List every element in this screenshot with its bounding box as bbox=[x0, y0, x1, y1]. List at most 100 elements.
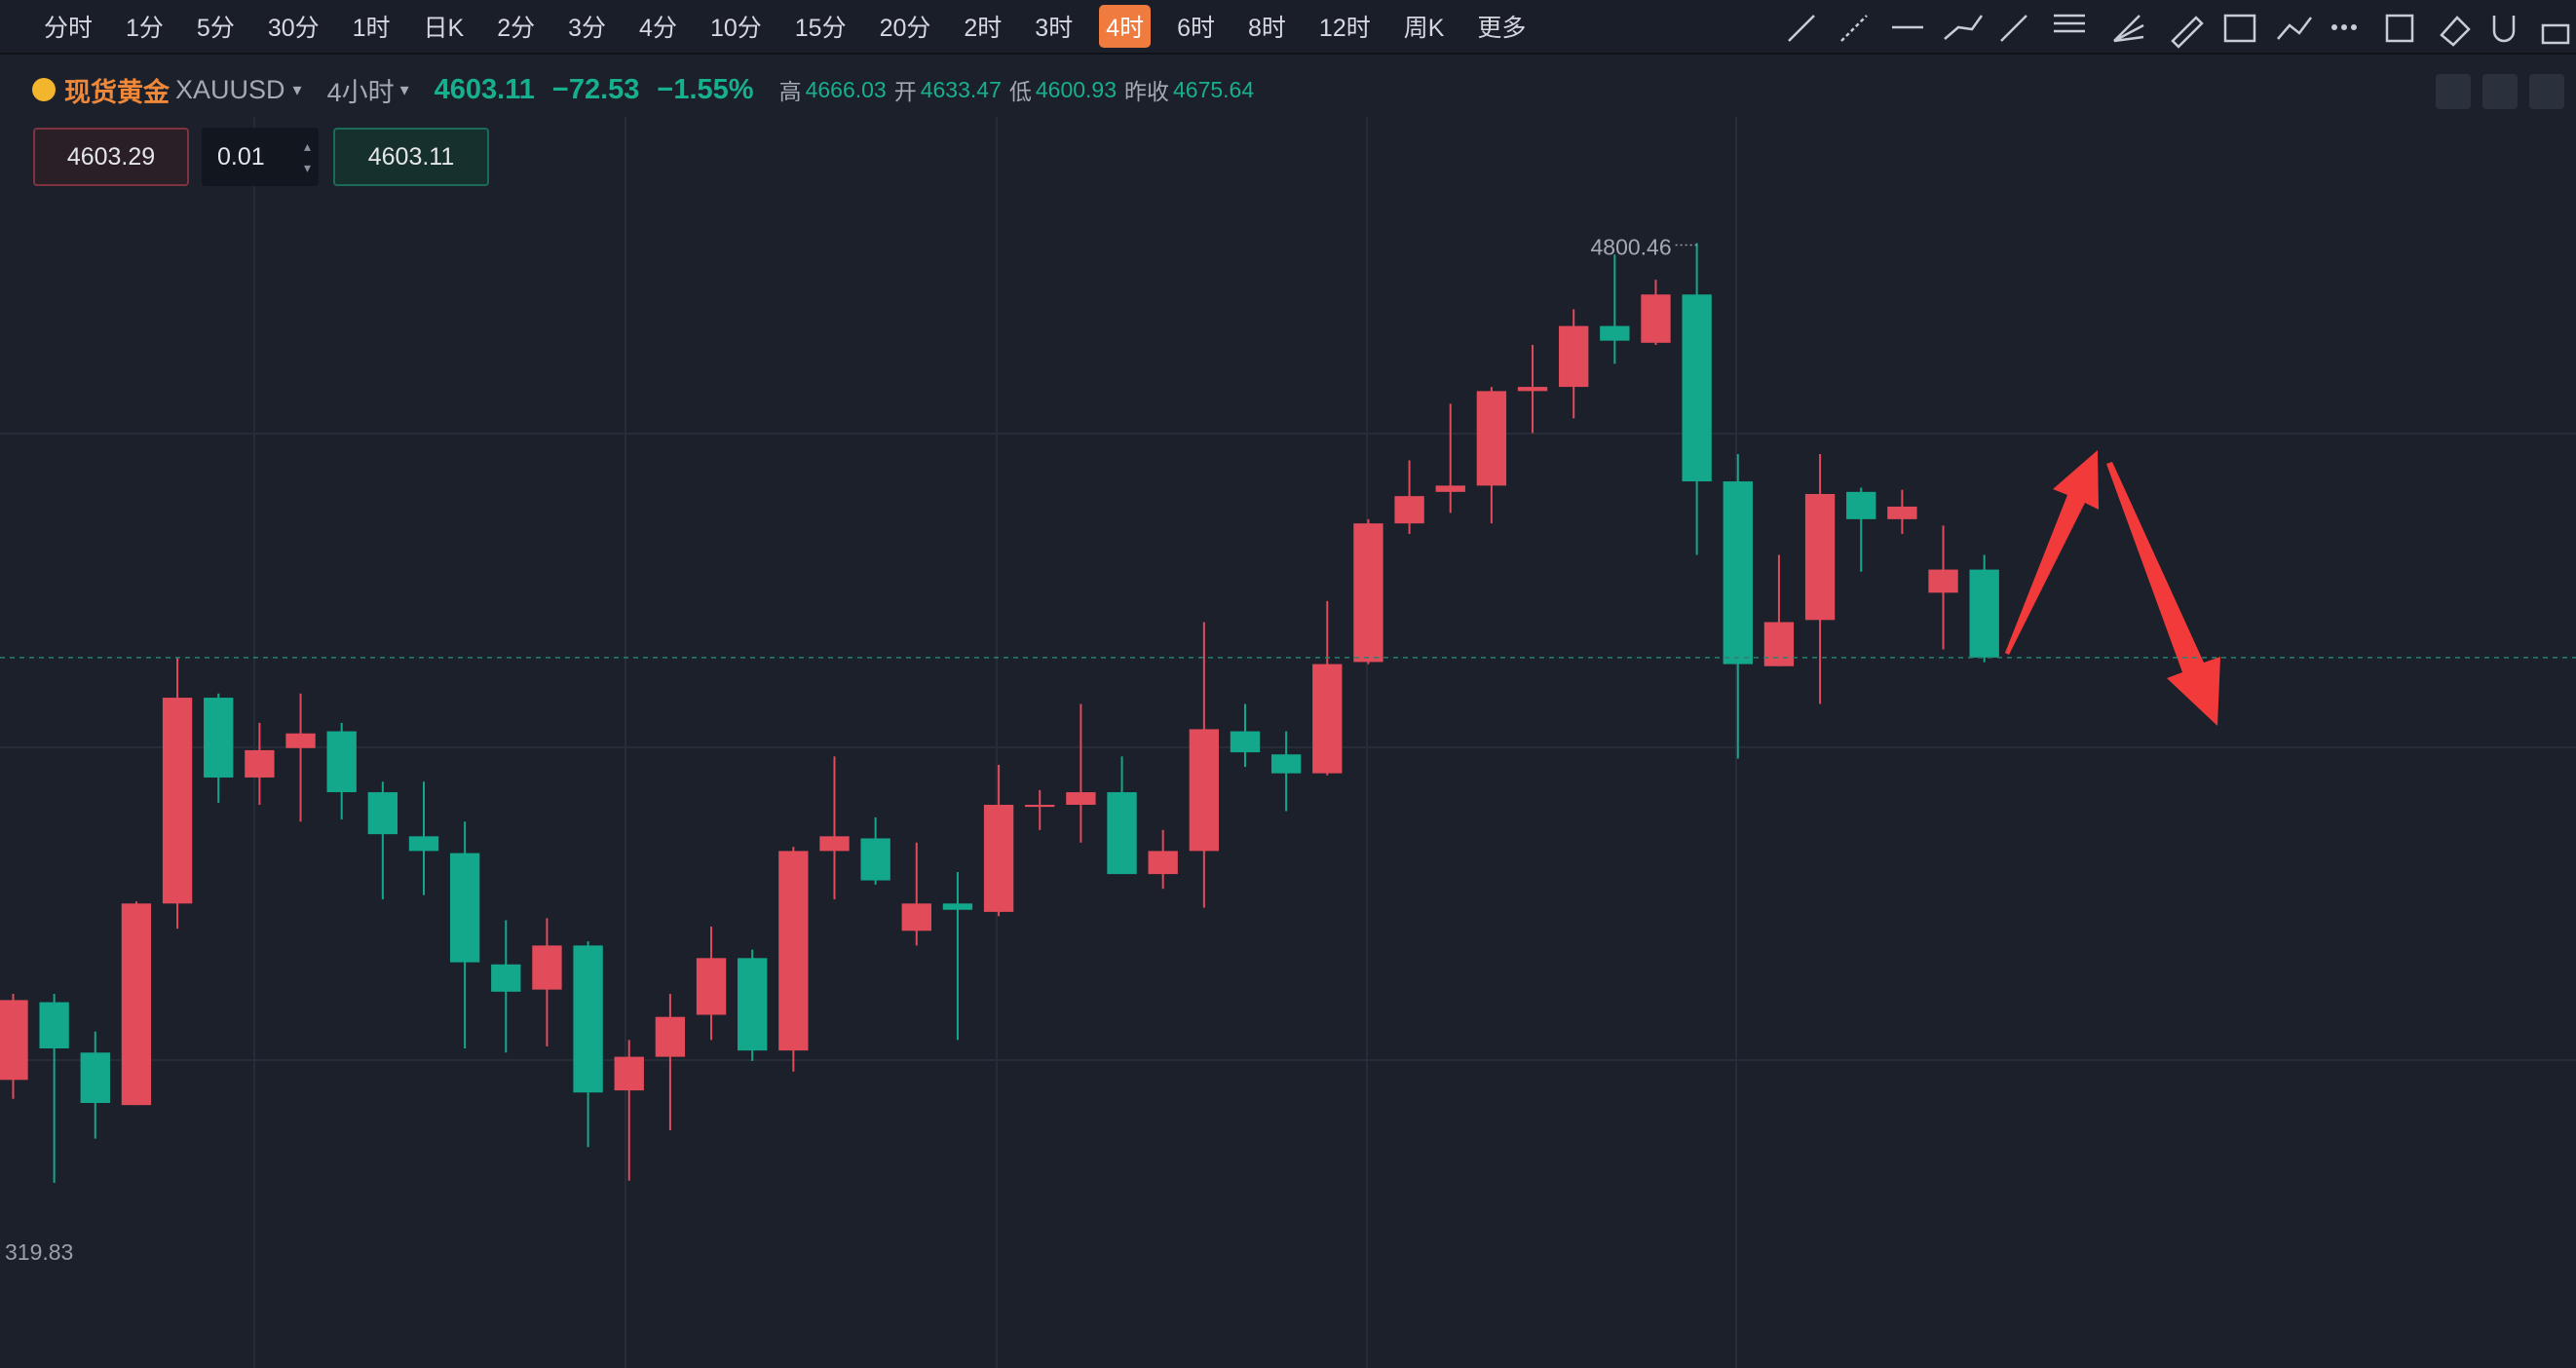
dropdown[interactable]: ▾ bbox=[292, 79, 302, 99]
tool-poly[interactable] bbox=[1944, 15, 1984, 40]
candle-body bbox=[285, 733, 316, 748]
change-pct: −1.55% bbox=[657, 73, 754, 105]
tool-image[interactable] bbox=[2223, 14, 2256, 43]
candle-body bbox=[1559, 325, 1589, 388]
stat-value: 4633.47 bbox=[920, 76, 1002, 102]
symbol-name: 现货黄金 bbox=[64, 77, 170, 107]
tool-channel[interactable] bbox=[2000, 15, 2027, 42]
timeframe[interactable]: 分时 bbox=[44, 15, 94, 42]
stat-value: 4675.64 bbox=[1173, 76, 1255, 102]
candle-body bbox=[1600, 325, 1630, 341]
candle-body bbox=[738, 958, 768, 1051]
timeframe[interactable]: 更多 bbox=[1477, 15, 1527, 42]
chart-tools bbox=[2436, 74, 2564, 109]
buy-button[interactable]: 4603.11 bbox=[333, 128, 489, 186]
timeframe[interactable]: 8时 bbox=[1248, 15, 1286, 42]
tool-magnet[interactable] bbox=[2492, 16, 2516, 43]
candle-body bbox=[655, 1016, 686, 1057]
symbol-code[interactable]: XAUUSD bbox=[175, 74, 285, 104]
tool-btn[interactable] bbox=[2482, 74, 2518, 109]
candle-body bbox=[449, 853, 480, 963]
candle-body bbox=[1312, 664, 1343, 774]
stat-label: 高 bbox=[778, 79, 802, 104]
tool-btn[interactable] bbox=[2529, 74, 2564, 109]
drawing-tools bbox=[1788, 14, 2570, 49]
stat-label: 低 bbox=[1008, 79, 1032, 104]
candle-body bbox=[162, 698, 193, 904]
candle-body bbox=[326, 731, 357, 793]
stat-label: 开 bbox=[893, 79, 917, 104]
timeframe[interactable]: 5分 bbox=[196, 15, 235, 42]
tool-btn[interactable] bbox=[2436, 74, 2471, 109]
arrow-up bbox=[2005, 450, 2099, 655]
candle-body bbox=[860, 838, 890, 881]
tool-line[interactable] bbox=[1788, 15, 1815, 42]
timeframe[interactable]: 6时 bbox=[1177, 15, 1216, 42]
toolbar: 分时 1分 5分 30分 1时 日K 2分 3分 4分 10分 15分 20分 2时 3时 4时 6时 8时 12… bbox=[0, 0, 2576, 55]
candle-body bbox=[1270, 754, 1302, 774]
timeframe[interactable]: 日K bbox=[423, 15, 465, 42]
timeframe[interactable]: 4分 bbox=[639, 15, 677, 42]
candle-body bbox=[1641, 294, 1671, 343]
candle-body bbox=[1928, 569, 1958, 593]
timeframe[interactable]: 30分 bbox=[267, 15, 320, 42]
candle-body bbox=[367, 792, 398, 835]
tool-more[interactable] bbox=[2331, 24, 2357, 30]
candle-body bbox=[1846, 491, 1876, 519]
qty-input[interactable]: 0.01 ▴ ▾ bbox=[202, 128, 319, 186]
candle-body bbox=[39, 1002, 69, 1048]
candle-body bbox=[614, 1056, 644, 1091]
tool-edit[interactable] bbox=[2385, 14, 2414, 43]
candle-body bbox=[1476, 391, 1507, 486]
stepper[interactable]: ▴ ▾ bbox=[303, 138, 311, 175]
timeframe[interactable]: 10分 bbox=[709, 15, 762, 42]
timeframe[interactable]: 周K bbox=[1403, 15, 1445, 42]
candles bbox=[0, 243, 1999, 1183]
timeframe[interactable]: 20分 bbox=[879, 15, 931, 42]
candle-body bbox=[778, 851, 809, 1051]
sell-button[interactable]: 4603.29 bbox=[33, 128, 189, 186]
high-label: 4800.46 bbox=[1590, 235, 1671, 260]
candle-body bbox=[1723, 481, 1753, 665]
timeframe[interactable]: 1分 bbox=[126, 15, 164, 42]
tool-fib[interactable] bbox=[2054, 14, 2085, 33]
candle-body bbox=[1435, 485, 1465, 492]
period[interactable]: 4小时 bbox=[326, 77, 395, 107]
timeframe[interactable]: 2时 bbox=[964, 15, 1003, 42]
candle-body bbox=[1230, 731, 1261, 753]
timeframe[interactable]: 12时 bbox=[1318, 15, 1371, 42]
arrow-down bbox=[2106, 462, 2220, 726]
timeframe[interactable]: 2分 bbox=[497, 15, 536, 42]
timeframe[interactable]: 1时 bbox=[352, 15, 391, 42]
timeframe[interactable]: 15分 bbox=[794, 15, 847, 42]
stat-value: 4666.03 bbox=[805, 76, 887, 102]
candle-body bbox=[245, 749, 275, 778]
candle-body bbox=[901, 903, 931, 931]
dropdown[interactable]: ▾ bbox=[399, 79, 409, 99]
stat-label: 昨收 bbox=[1124, 79, 1169, 104]
axis-label: 319.83 bbox=[5, 1239, 73, 1265]
qty: 0.01 bbox=[217, 142, 265, 171]
tool-pen[interactable] bbox=[2171, 16, 2204, 49]
candle-body bbox=[1353, 523, 1383, 663]
tool-lock[interactable] bbox=[2541, 23, 2570, 45]
candle-body bbox=[1025, 804, 1055, 808]
tool-ray[interactable] bbox=[1840, 15, 1868, 42]
tool-eraser[interactable] bbox=[2440, 16, 2471, 47]
tool-fan[interactable] bbox=[2113, 15, 2144, 43]
gold-icon bbox=[32, 78, 56, 101]
timeframe[interactable]: 3时 bbox=[1035, 15, 1074, 42]
candle-body bbox=[0, 1000, 28, 1081]
candle-body bbox=[1148, 851, 1178, 875]
grid bbox=[0, 117, 2576, 1368]
timeframe[interactable]: 3分 bbox=[568, 15, 607, 42]
tool-pattern[interactable] bbox=[2277, 17, 2312, 40]
candle-body bbox=[573, 945, 603, 1093]
candle-body bbox=[1107, 792, 1137, 875]
candle-body bbox=[1763, 622, 1795, 666]
stats: 高 4666.03 开 4633.47 低 4600.93 昨收 4675.64 bbox=[772, 73, 1255, 106]
timeframe[interactable]: 4时 bbox=[1099, 5, 1152, 48]
candle-body bbox=[1969, 569, 1999, 658]
candle-body bbox=[1394, 496, 1424, 524]
candle-body bbox=[983, 804, 1014, 912]
